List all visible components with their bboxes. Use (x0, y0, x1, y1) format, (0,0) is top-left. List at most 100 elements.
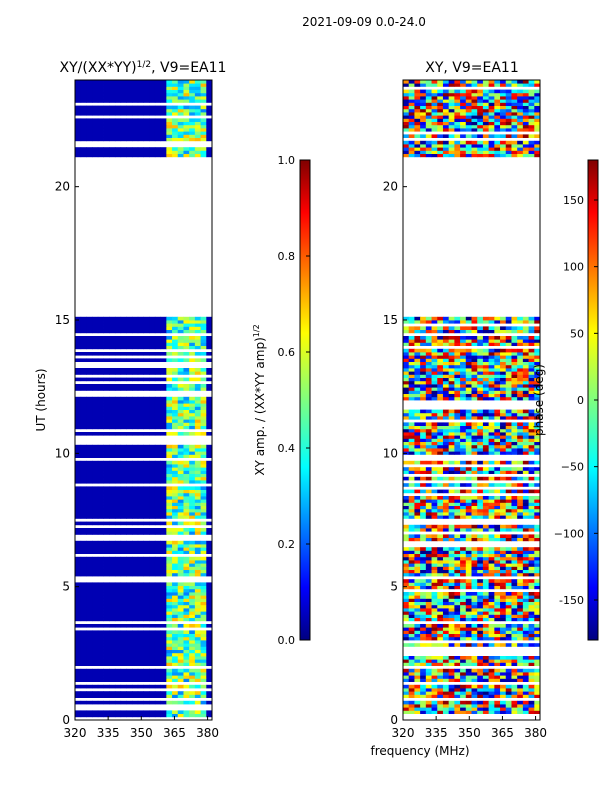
heatmap-cell (431, 566, 438, 570)
heatmap-cell (442, 672, 450, 676)
heatmap-cell (114, 476, 122, 481)
heatmap-cell (137, 416, 144, 420)
heatmap-cell (454, 595, 461, 599)
heatmap-cell (177, 694, 184, 698)
heatmap-cell (120, 448, 127, 452)
heatmap-cell (420, 348, 427, 353)
heatmap-cell (189, 624, 196, 628)
heatmap-cell (137, 358, 144, 362)
heatmap-cell (477, 694, 484, 698)
heatmap-cell (477, 678, 484, 682)
heatmap-cell (160, 89, 167, 94)
heatmap-cell (194, 425, 201, 430)
heatmap-cell (189, 601, 196, 606)
heatmap-cell (420, 668, 427, 673)
heatmap-cell (189, 323, 196, 327)
heatmap-cell (460, 627, 467, 631)
heatmap-cell (414, 422, 421, 426)
heatmap-cell (97, 131, 104, 135)
heatmap-cell (177, 582, 184, 586)
heatmap-cell (183, 531, 190, 535)
heatmap-cell (442, 371, 450, 375)
heatmap-cell (534, 524, 540, 529)
heatmap-cell (149, 668, 156, 673)
heatmap-cell (137, 464, 144, 468)
heatmap-cell (522, 476, 529, 481)
heatmap-cell (482, 489, 490, 494)
heatmap-cell (143, 659, 150, 663)
heatmap-cell (97, 544, 104, 548)
heatmap-cell (183, 668, 190, 673)
heatmap-cell (160, 128, 167, 132)
heatmap-cell (80, 377, 87, 382)
heatmap-cell (194, 80, 201, 84)
heatmap-cell (460, 361, 467, 366)
heatmap-cell (408, 547, 415, 551)
heatmap-cell (137, 406, 144, 410)
heatmap-cell (114, 640, 122, 644)
heatmap-cell (172, 569, 179, 574)
heatmap-cell (80, 400, 87, 404)
heatmap-cell (465, 582, 472, 586)
heatmap-cell (454, 470, 461, 474)
heatmap-cell (414, 364, 421, 369)
heatmap-cell (465, 374, 472, 378)
heatmap-cell (177, 422, 184, 426)
heatmap-cell (166, 601, 173, 606)
heatmap-cell (126, 492, 133, 497)
heatmap-cell (80, 556, 87, 561)
heatmap-cell (431, 528, 438, 532)
heatmap-cell (206, 464, 212, 468)
heatmap-cell (408, 611, 415, 615)
heatmap-cell (206, 652, 212, 657)
heatmap-cell (80, 124, 87, 129)
heatmap-cell (160, 432, 167, 436)
heatmap-cell (120, 134, 127, 138)
heatmap-cell (442, 470, 450, 474)
heatmap-cell (534, 688, 540, 692)
heatmap-cell (454, 409, 461, 414)
heatmap-cell (132, 345, 139, 350)
heatmap-cell (154, 470, 162, 474)
heatmap-cell (517, 393, 524, 398)
heatmap-cell (114, 646, 122, 650)
heatmap-cell (114, 448, 122, 452)
heatmap-cell (103, 563, 110, 567)
heatmap-cell (477, 387, 484, 391)
heatmap-cell (132, 329, 139, 334)
heatmap-cell (471, 601, 478, 606)
colorbar-tick-label: 0.0 (278, 634, 296, 647)
heatmap-cell (189, 480, 196, 484)
heatmap-cell (477, 374, 484, 378)
heatmap-cell (437, 643, 444, 647)
heatmap-cell (109, 588, 116, 593)
heatmap-cell (172, 505, 179, 510)
heatmap-cell (517, 438, 524, 442)
heatmap-cell (132, 694, 139, 698)
heatmap-cell (126, 425, 133, 430)
heatmap-cell (528, 563, 535, 567)
heatmap-cell (517, 505, 524, 510)
heatmap-cell (442, 528, 450, 532)
heatmap-cell (488, 508, 495, 513)
heatmap-cell (120, 368, 127, 372)
heatmap-cell (505, 428, 512, 433)
heatmap-cell (149, 131, 156, 135)
heatmap-cell (454, 352, 461, 356)
heatmap-cell (414, 358, 421, 362)
heatmap-cell (200, 153, 207, 158)
heatmap-cell (149, 432, 156, 436)
heatmap-cell (109, 425, 116, 430)
heatmap-cell (189, 384, 196, 388)
heatmap-cell (177, 432, 184, 436)
heatmap-cell (97, 489, 104, 494)
heatmap-cell (437, 441, 444, 446)
heatmap-cell (126, 124, 133, 129)
heatmap-cell (442, 614, 450, 618)
heatmap-cell (494, 643, 501, 647)
heatmap-cell (454, 662, 461, 666)
heatmap-cell (114, 508, 122, 513)
heatmap-cell (425, 707, 432, 711)
heatmap-cell (511, 636, 518, 641)
heatmap-cell (103, 464, 110, 468)
